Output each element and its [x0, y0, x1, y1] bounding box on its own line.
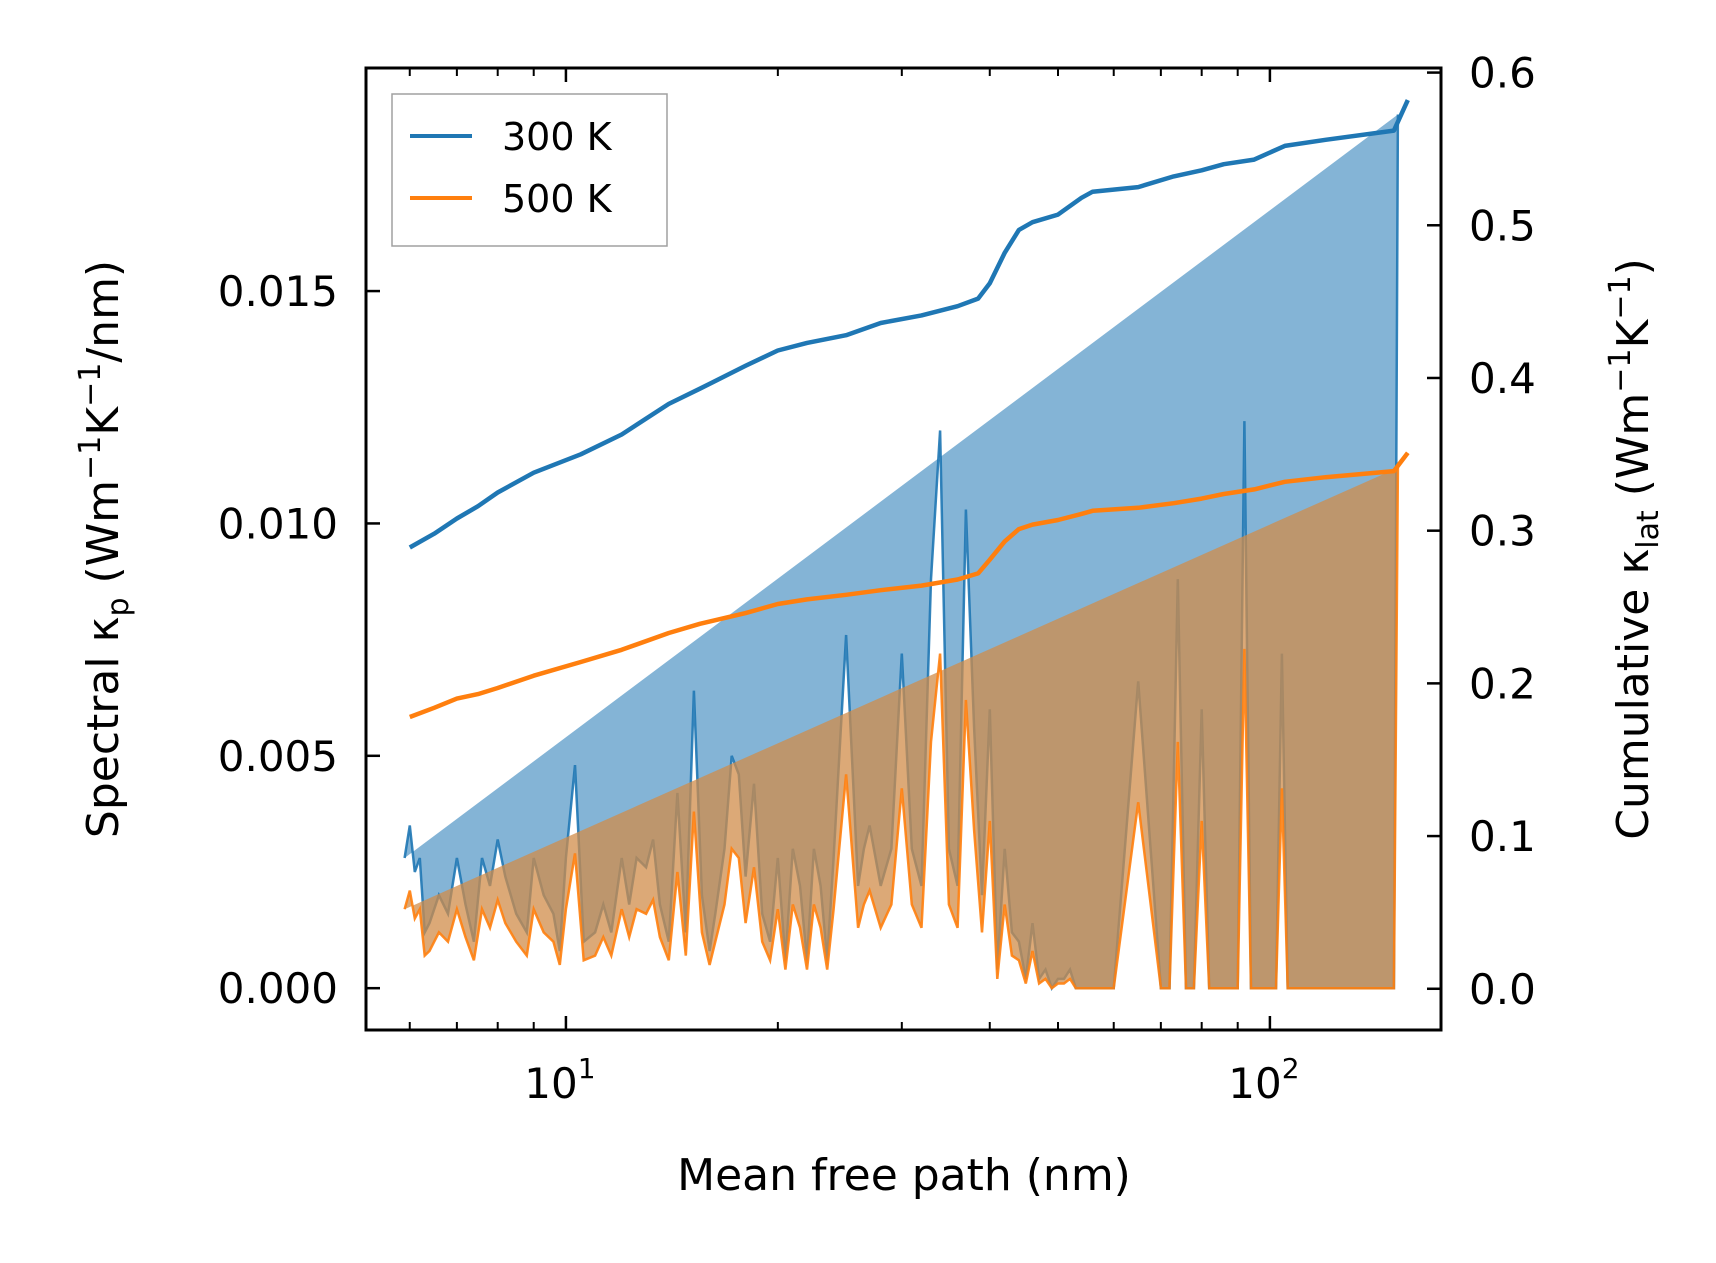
- left-y-label-sub: p: [101, 597, 136, 616]
- spectral-area-500k: [404, 467, 1398, 989]
- cumulative-line-500k: [409, 451, 1410, 720]
- right-y-label-prefix: Cumulative κ: [1608, 549, 1659, 840]
- left-y-label-sup1: −1: [73, 436, 108, 480]
- legend: 300 K 500 K: [391, 93, 668, 247]
- left-y-label-unit-close: /nm): [78, 260, 129, 363]
- left-y-tick-label: 0.015: [218, 267, 338, 316]
- x-axis-label: Mean free path (nm): [677, 1150, 1131, 1201]
- right-y-axis-label: Cumulative κlat (Wm−1K−1): [1603, 258, 1666, 840]
- right-y-tick-label: 0.2: [1469, 659, 1536, 708]
- left-y-tick-label: 0.000: [218, 964, 338, 1013]
- right-y-label-mid: K: [1608, 318, 1659, 348]
- cumulative-layer: [408, 99, 1410, 720]
- spectral-layer: [403, 114, 1400, 992]
- left-y-tick-label: 0.005: [218, 732, 338, 781]
- legend-label-500k: 500 K: [502, 177, 613, 221]
- right-y-label-unit-open: (Wm: [1608, 393, 1659, 511]
- right-y-label-sup1: −1: [1603, 348, 1638, 392]
- legend-label-300k: 300 K: [502, 115, 613, 159]
- right-y-label-unit-close: ): [1608, 258, 1659, 275]
- left-y-label-mid: K: [78, 406, 129, 436]
- left-y-axis-label: Spectral κp (Wm−1K−1/nm): [73, 260, 136, 838]
- cumulative-line-300k: [408, 99, 1410, 550]
- right-y-label-sup2: −1: [1603, 275, 1638, 319]
- right-y-tick-label: 0.0: [1469, 965, 1536, 1014]
- plot-frame: [364, 66, 1443, 1032]
- left-y-label-sup2: −1: [73, 363, 108, 407]
- left-y-label-prefix: Spectral κ: [78, 617, 129, 839]
- legend-box: [391, 93, 668, 247]
- right-y-tick-label: 0.4: [1469, 354, 1536, 403]
- right-y-tick-label: 0.3: [1469, 507, 1536, 556]
- left-y-tick-label: 0.010: [218, 499, 338, 548]
- left-y-label-unit-open: (Wm: [78, 480, 129, 598]
- right-y-tick-label: 0.1: [1469, 812, 1536, 861]
- x-tick-label: 102: [1228, 1052, 1299, 1108]
- ticks-layer: 101 102 0.000 0.005 0.010 0.015 0.0 0.1 0.2 0.3 0.…: [218, 49, 1536, 1108]
- right-y-tick-label: 0.6: [1469, 49, 1536, 98]
- x-tick-label: 101: [524, 1052, 595, 1108]
- spectral-line-500k: [403, 467, 1400, 990]
- right-y-label-sub: lat: [1631, 510, 1666, 549]
- right-y-tick-label: 0.5: [1469, 201, 1536, 250]
